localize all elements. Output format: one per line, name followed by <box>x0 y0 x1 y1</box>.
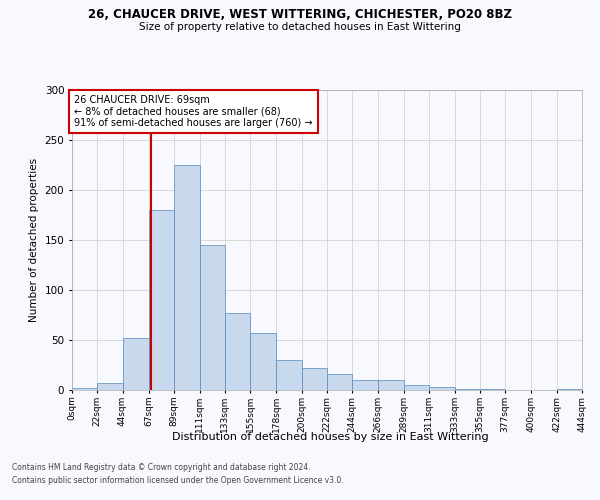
Bar <box>174 165 199 390</box>
Text: Contains HM Land Registry data © Crown copyright and database right 2024.: Contains HM Land Registry data © Crown c… <box>12 464 311 472</box>
Text: Distribution of detached houses by size in East Wittering: Distribution of detached houses by size … <box>172 432 488 442</box>
Bar <box>122 338 149 390</box>
Y-axis label: Number of detached properties: Number of detached properties <box>29 158 39 322</box>
Bar <box>72 388 97 390</box>
Bar <box>377 380 404 390</box>
Text: 26, CHAUCER DRIVE, WEST WITTERING, CHICHESTER, PO20 8BZ: 26, CHAUCER DRIVE, WEST WITTERING, CHICH… <box>88 8 512 20</box>
Bar <box>225 313 250 390</box>
Text: Contains public sector information licensed under the Open Government Licence v3: Contains public sector information licen… <box>12 476 344 485</box>
Text: 26 CHAUCER DRIVE: 69sqm
← 8% of detached houses are smaller (68)
91% of semi-det: 26 CHAUCER DRIVE: 69sqm ← 8% of detached… <box>74 95 313 128</box>
Bar <box>149 210 174 390</box>
Bar <box>480 389 505 390</box>
Bar <box>404 385 429 390</box>
Bar <box>352 380 377 390</box>
Bar <box>557 389 582 390</box>
Bar <box>199 245 225 390</box>
Bar <box>250 333 277 390</box>
Bar <box>327 374 352 390</box>
Bar <box>277 360 302 390</box>
Bar <box>302 368 327 390</box>
Bar <box>455 389 480 390</box>
Bar <box>429 387 455 390</box>
Text: Size of property relative to detached houses in East Wittering: Size of property relative to detached ho… <box>139 22 461 32</box>
Bar <box>97 383 122 390</box>
